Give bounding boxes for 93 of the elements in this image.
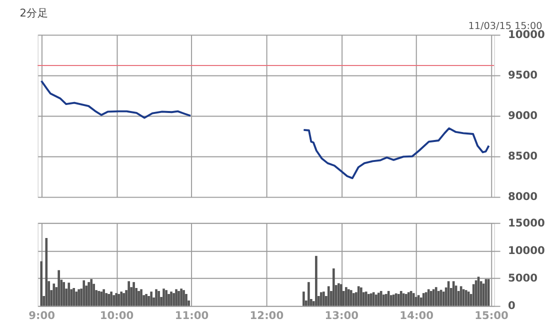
bar	[302, 292, 305, 306]
bar	[68, 282, 70, 306]
y-tick-label: 0	[508, 299, 516, 312]
bar	[180, 288, 182, 306]
bar	[367, 294, 370, 306]
bar	[384, 294, 388, 306]
bar	[382, 294, 385, 306]
bar	[414, 296, 418, 306]
bar	[320, 292, 322, 306]
bar	[372, 292, 375, 306]
x-tick-label: 15:00	[474, 308, 508, 322]
bar	[390, 295, 392, 306]
bar	[155, 289, 158, 306]
bar	[322, 292, 325, 306]
x-tick-label: 12:00	[250, 308, 284, 322]
y-tick-label: 5000	[508, 272, 538, 285]
bar	[377, 292, 380, 306]
bar	[315, 256, 318, 306]
y-tick-label: 9000	[508, 109, 538, 122]
bar	[138, 290, 140, 306]
bar	[400, 290, 402, 306]
bar	[182, 290, 185, 306]
bar	[407, 292, 410, 306]
bar	[352, 293, 355, 306]
y-tick-label: 8500	[508, 150, 538, 163]
bar	[72, 288, 75, 306]
bar	[100, 292, 102, 306]
bar	[58, 270, 60, 306]
bar	[185, 294, 188, 306]
bar	[162, 288, 165, 306]
bar	[90, 279, 93, 306]
bar	[178, 290, 180, 306]
bar	[122, 293, 125, 306]
bar	[170, 292, 172, 306]
bar	[397, 294, 400, 306]
bar	[115, 293, 118, 306]
bar	[105, 293, 108, 306]
bar	[128, 281, 130, 306]
chart-title: 2分足	[20, 6, 49, 20]
y-tick-label: 15000	[508, 216, 545, 230]
bar	[412, 293, 415, 306]
bar	[434, 287, 438, 306]
y-tick-label: 8000	[508, 190, 538, 204]
bar	[338, 283, 340, 306]
bar	[380, 290, 382, 306]
bar	[168, 294, 170, 306]
bar	[350, 290, 352, 306]
bar	[308, 282, 310, 306]
bar	[98, 290, 100, 306]
bar	[118, 294, 120, 306]
bar	[112, 295, 116, 306]
bar	[172, 293, 175, 306]
bar	[340, 284, 342, 306]
bar	[327, 286, 330, 306]
bar	[364, 292, 368, 306]
bar	[175, 289, 178, 306]
bar	[108, 294, 110, 306]
x-tick-label: 10:00	[100, 308, 134, 322]
bar	[165, 290, 168, 306]
bar	[150, 292, 152, 306]
bar	[347, 289, 350, 306]
x-tick-label: 13:00	[324, 308, 359, 322]
bar	[345, 287, 348, 306]
bar	[78, 289, 80, 306]
y-tick-label: 9500	[508, 68, 538, 82]
bar	[88, 282, 90, 306]
bar	[370, 293, 372, 306]
y-tick-label: 10000	[508, 244, 545, 257]
bar	[404, 294, 408, 306]
bar	[360, 287, 362, 306]
bar	[82, 280, 86, 306]
bar	[52, 284, 56, 306]
bar	[374, 294, 378, 306]
bar	[357, 286, 360, 306]
bar	[158, 290, 160, 306]
bar	[40, 261, 43, 306]
bar	[145, 294, 148, 306]
bar	[427, 289, 430, 306]
bar	[120, 292, 122, 306]
x-tick-label: 9:00	[28, 308, 56, 322]
bar	[442, 292, 445, 306]
bar	[75, 292, 78, 306]
bar	[110, 292, 112, 306]
bar	[62, 282, 66, 306]
x-tick-label: 14:00	[400, 308, 434, 322]
bar	[392, 294, 395, 306]
bar	[132, 282, 135, 306]
x-tick-label: 11:00	[174, 308, 209, 322]
bar	[102, 289, 105, 306]
y-tick-label: 10000	[508, 28, 545, 42]
bar	[45, 238, 48, 306]
bar	[140, 289, 142, 306]
bar	[332, 268, 335, 306]
